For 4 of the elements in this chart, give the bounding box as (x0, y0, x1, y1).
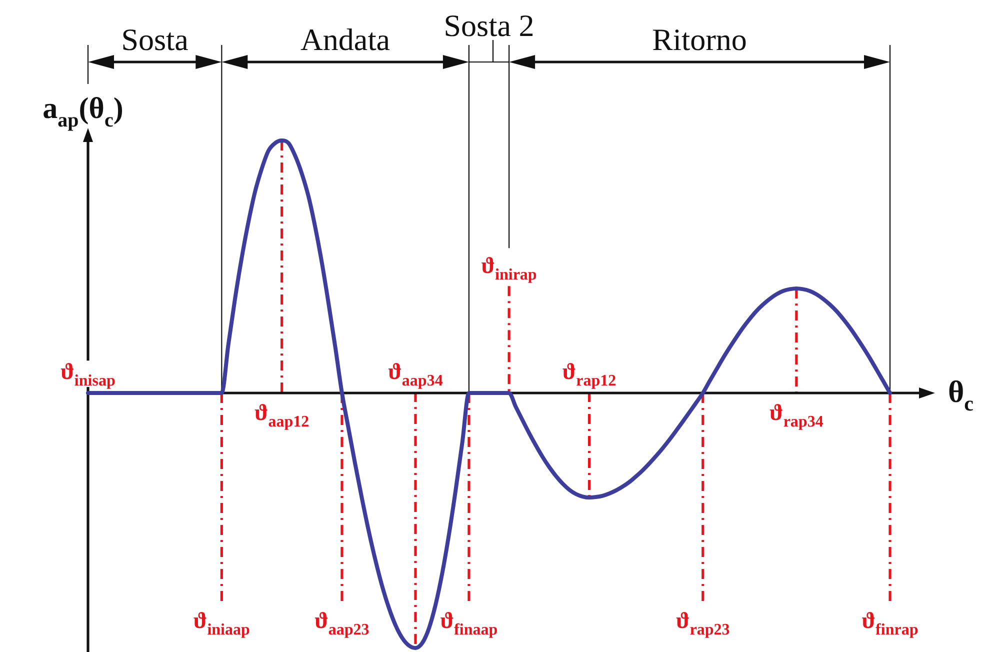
text: Sosta 2 (444, 8, 534, 43)
text: Ritorno (652, 22, 747, 57)
text: Sosta (121, 22, 189, 57)
text: Andata (300, 22, 390, 57)
